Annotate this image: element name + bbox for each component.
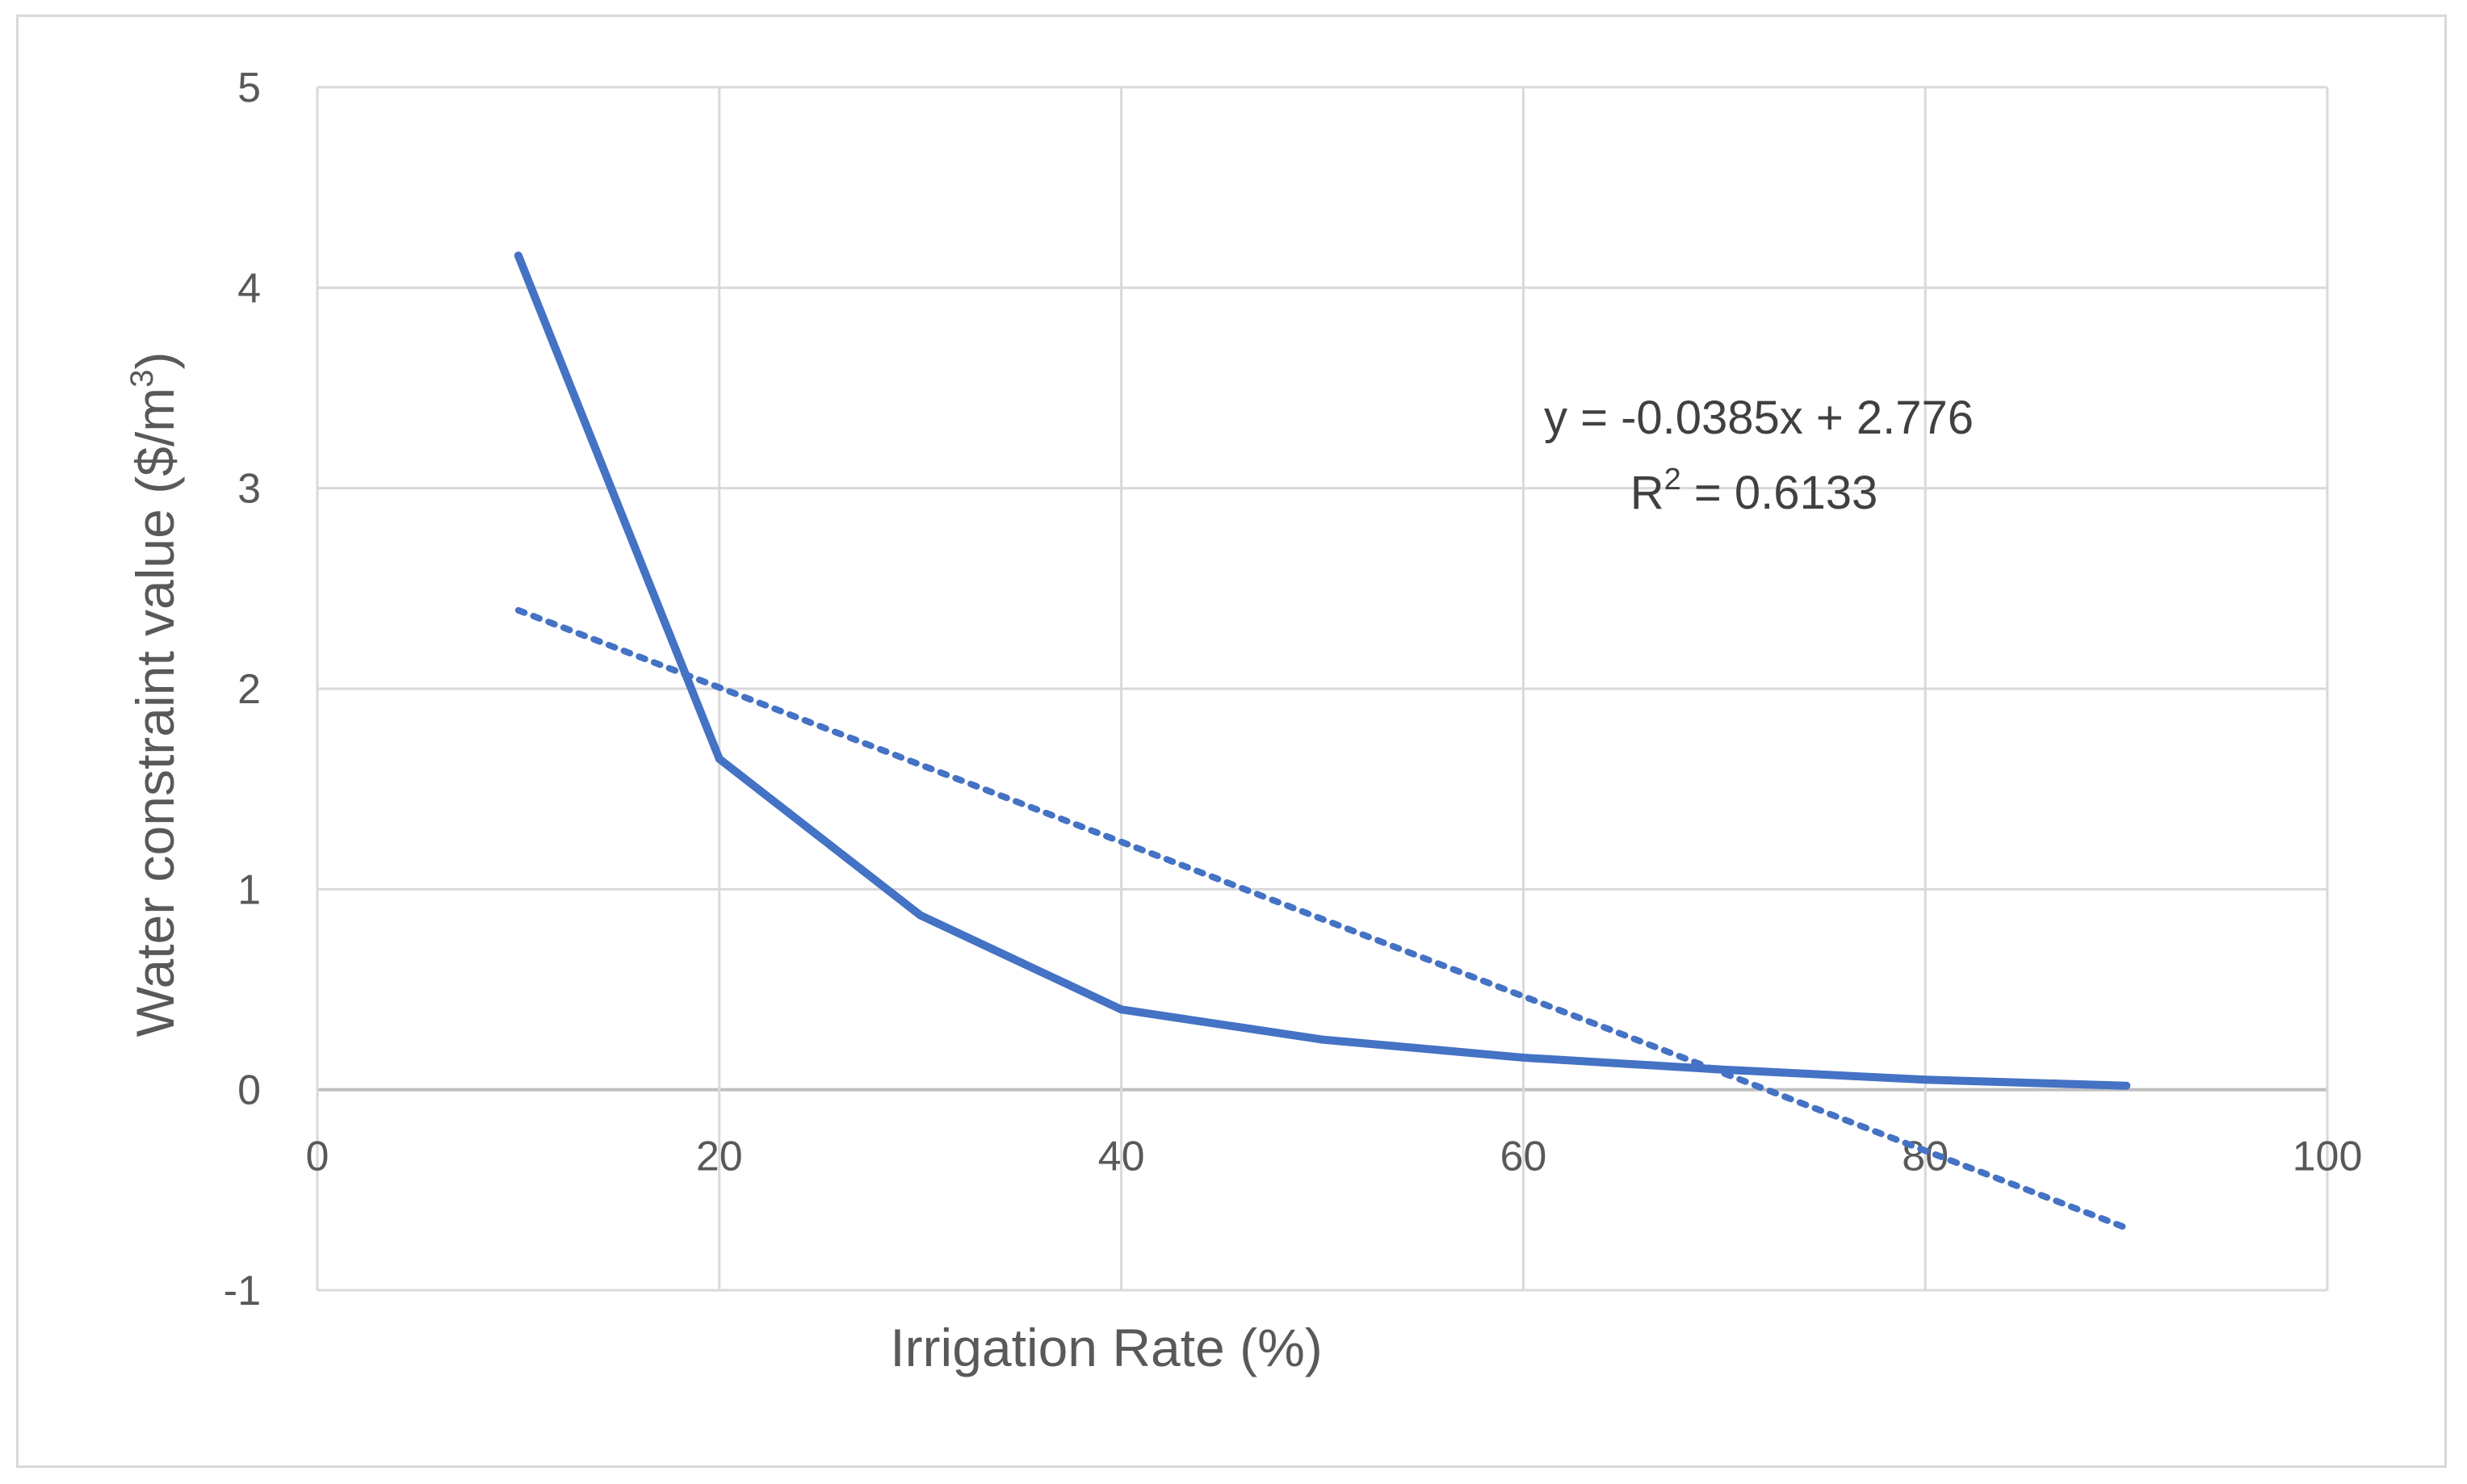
y-tick-label-4: 4	[237, 265, 261, 312]
data-point-40	[1117, 1005, 1126, 1014]
trendline-equation: y = -0.0385x + 2.776	[1544, 392, 1974, 444]
data-point-90	[2122, 1081, 2131, 1090]
data-point-50	[1318, 1035, 1327, 1044]
y-tick-label-0: 0	[237, 1067, 261, 1114]
series-line-water-constraint	[514, 251, 2131, 1090]
data-point-70	[1720, 1065, 1729, 1074]
y-tick-label-3: 3	[237, 466, 261, 513]
chart-frame	[16, 15, 2447, 1468]
y-tick-label-2: 2	[237, 666, 261, 713]
series-layer	[514, 251, 2131, 1231]
data-point-20	[715, 754, 724, 763]
data-point-60	[1519, 1053, 1528, 1062]
y-axis-title: Water constraint value ($/m3)	[124, 352, 185, 1038]
y-tick-label--1: -1	[224, 1268, 261, 1314]
x-axis-title: Irrigation Rate (%)	[890, 1318, 1323, 1377]
data-point-10	[514, 251, 522, 260]
x-tick-label-100: 100	[2293, 1134, 2363, 1180]
trendline-r-squared: R2 = 0.6133	[1630, 463, 1878, 519]
x-tick-label-0: 0	[306, 1134, 329, 1180]
horizontal-gridlines	[317, 86, 2327, 1292]
trendline	[514, 606, 2130, 1231]
x-tick-label-60: 60	[1500, 1134, 1546, 1180]
data-point-80	[1921, 1075, 1930, 1084]
x-tick-label-40: 40	[1098, 1134, 1145, 1180]
x-tick-label-20: 20	[696, 1134, 743, 1180]
y-tick-label-1: 1	[237, 866, 261, 913]
data-point-30	[916, 911, 925, 920]
y-tick-label-5: 5	[237, 65, 261, 111]
